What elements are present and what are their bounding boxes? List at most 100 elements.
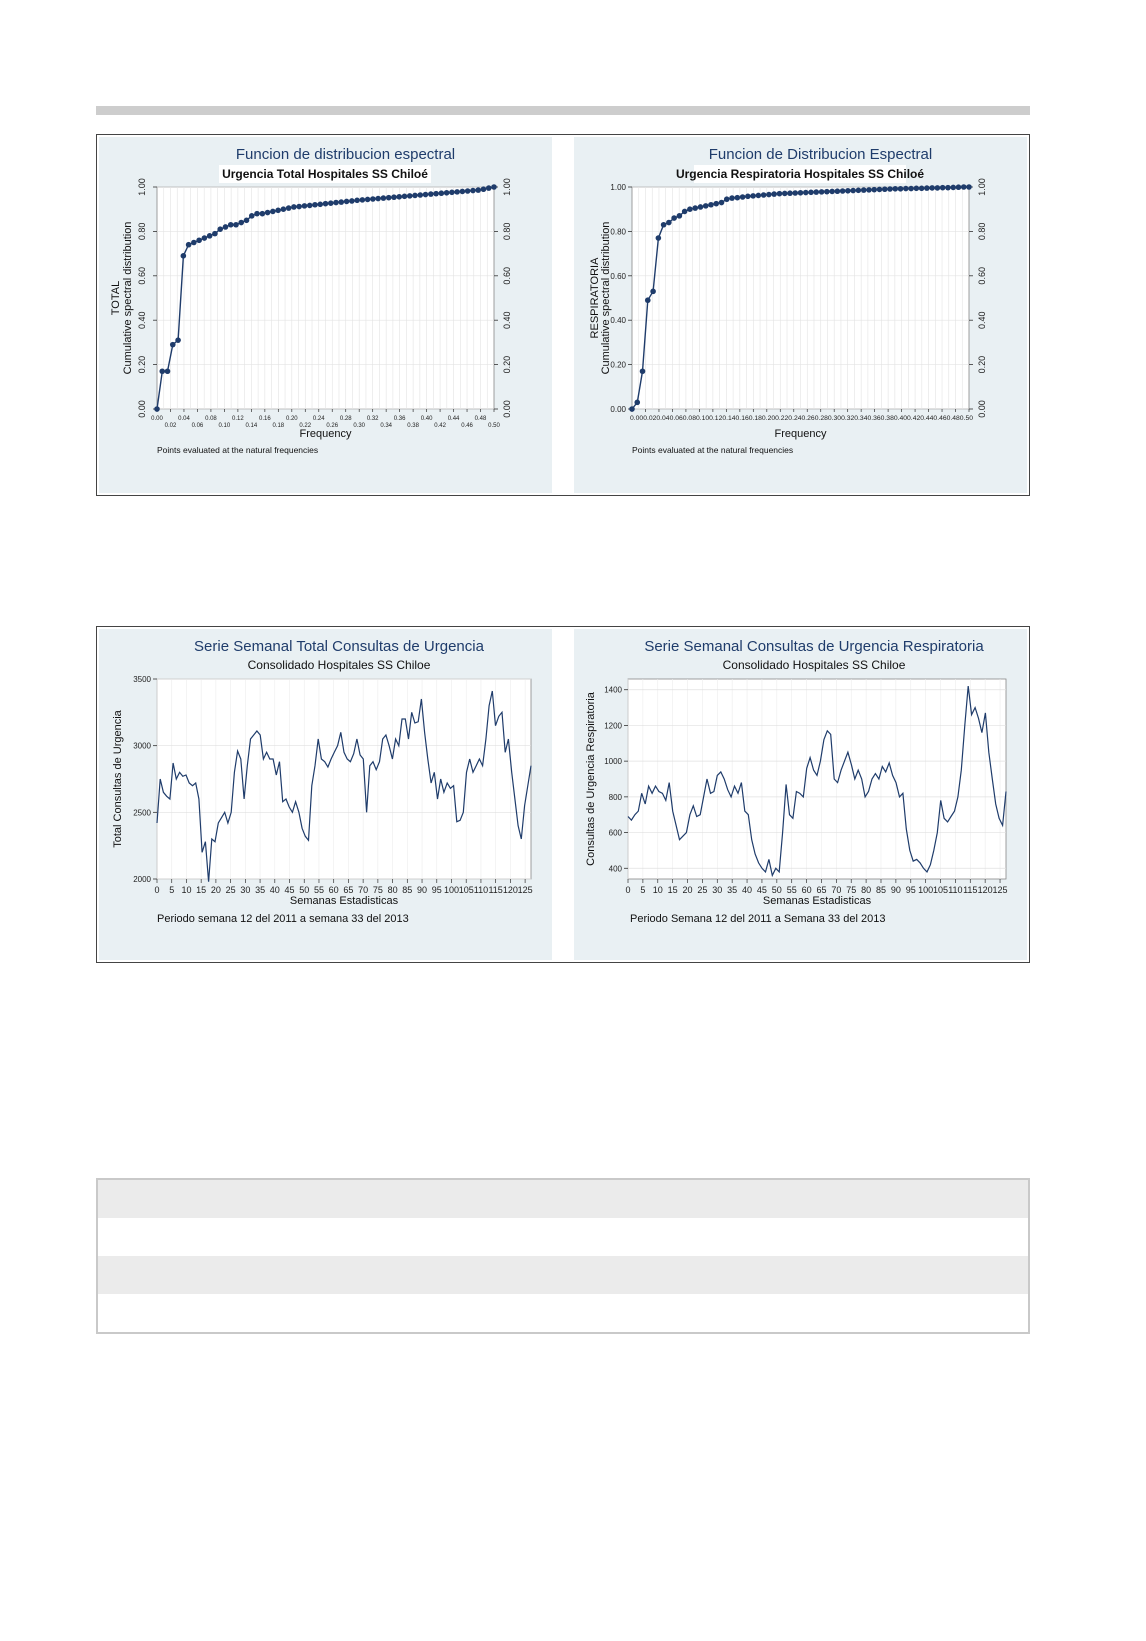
y-tick-label: 0.40 <box>610 316 626 325</box>
y-axis-label: Cumulative spectral distribution <box>122 222 134 375</box>
data-point <box>227 221 234 228</box>
y-axis-label: TOTAL <box>110 281 122 315</box>
chart-title: Serie Semanal Total Consultas de Urgenci… <box>194 638 485 655</box>
data-point <box>660 221 667 228</box>
y-tick-label: 3500 <box>133 675 151 684</box>
x-tick-label: 50 <box>772 885 782 895</box>
data-point <box>449 189 455 196</box>
data-point <box>908 185 914 192</box>
data-point <box>491 184 497 190</box>
x-tick-label: 0.28 <box>340 416 352 422</box>
data-point <box>866 187 872 193</box>
spectral-resp-panel: Funcion de Distribucion Espectral Urgenci… <box>574 137 1027 493</box>
data-point <box>212 230 218 237</box>
x-tick-label: 0.46 <box>461 423 473 429</box>
x-tick-label: 45 <box>757 885 767 895</box>
data-point <box>264 209 271 216</box>
data-point <box>739 194 746 200</box>
x-tick-label: 0.50 <box>488 423 500 429</box>
x-tick-label: 120 <box>978 885 993 895</box>
data-point <box>939 184 946 191</box>
x-axis-label: Semanas Estadisticas <box>763 895 872 907</box>
data-point <box>438 190 445 197</box>
data-point <box>839 188 846 194</box>
data-point <box>776 190 783 197</box>
y-axis-label: RESPIRATORIA <box>589 257 601 339</box>
y-tick-label: 3000 <box>133 742 151 751</box>
data-point <box>349 198 355 204</box>
x-tick-label: 0.44 <box>448 416 460 422</box>
y-tick-label: 0.80 <box>610 227 626 236</box>
x-tick-label: 0.00 <box>151 416 163 422</box>
data-point <box>955 184 962 191</box>
data-point <box>254 210 260 217</box>
data-point <box>159 368 166 375</box>
data-point <box>687 206 693 212</box>
x-tick-label: 35 <box>255 885 265 895</box>
data-point <box>629 406 635 412</box>
x-tick-label: 0.02 <box>165 423 177 429</box>
x-tick-label: 120 <box>503 885 518 895</box>
spectral-resp-chart: Funcion de Distribucion Espectral Urgenci… <box>589 146 987 455</box>
weekly-total-chart: Serie Semanal Total Consultas de Urgenci… <box>112 638 533 925</box>
y-tick-label: 0.00 <box>137 400 147 418</box>
data-point <box>887 186 893 192</box>
data-point <box>401 193 408 200</box>
data-point <box>650 288 656 295</box>
x-tick-label: 15 <box>668 885 678 895</box>
x-tick-label: 45 <box>285 885 295 895</box>
x-tick-label: 0.10 <box>219 423 231 429</box>
x-tick-label: 95 <box>906 885 916 895</box>
x-tick-label: 110 <box>948 885 962 895</box>
data-point <box>792 190 799 196</box>
y-tick-label: 2500 <box>133 808 151 817</box>
data-point <box>270 208 276 215</box>
data-point <box>787 190 793 197</box>
x-tick-label: 0.38 <box>407 423 419 429</box>
data-point <box>359 197 366 203</box>
data-point <box>813 189 820 195</box>
data-point <box>201 235 208 241</box>
data-point <box>464 188 471 194</box>
weekly-resp-chart: Serie Semanal Consultas de Urgencia Resp… <box>585 638 1008 925</box>
x-tick-label: 0.42 <box>434 423 446 429</box>
x-tick-label: 60 <box>802 885 812 895</box>
x-tick-label: 40 <box>270 885 280 895</box>
table-row <box>98 1294 1028 1332</box>
data-point <box>322 200 329 207</box>
data-point <box>797 189 804 196</box>
y-tick-label: 400 <box>609 864 623 873</box>
y-tick-label: 1.00 <box>137 178 147 196</box>
x-tick-label: 0.24 <box>313 416 325 422</box>
data-point <box>296 203 302 210</box>
data-point <box>485 185 492 191</box>
y-tick-label: 0.00 <box>610 405 626 414</box>
plot-area <box>156 678 532 880</box>
y-tick-label: 1400 <box>604 686 622 695</box>
data-point <box>960 184 967 190</box>
y-tick-label: 800 <box>609 793 623 802</box>
right-tick-label: 0.20 <box>977 356 987 374</box>
y-axis-label: Total Consultas de Urgencia <box>112 709 124 847</box>
data-point <box>881 186 888 193</box>
data-point <box>222 224 229 230</box>
data-point <box>876 186 883 193</box>
data-point <box>327 200 334 207</box>
x-axis-label: Frequency <box>300 428 352 440</box>
right-tick-label: 0.60 <box>502 267 512 285</box>
x-tick-label: 110 <box>474 885 488 895</box>
x-tick-label: 0 <box>154 885 159 895</box>
data-point <box>855 187 862 194</box>
y-tick-label: 1.00 <box>610 183 626 192</box>
right-tick-label: 0.20 <box>502 356 512 374</box>
data-point <box>238 219 245 226</box>
chart-title: Serie Semanal Consultas de Urgencia Resp… <box>644 638 984 655</box>
right-tick-label: 0.60 <box>977 267 987 285</box>
x-tick-label: 0.30 <box>353 423 365 429</box>
data-point <box>396 193 403 200</box>
x-tick-label: 85 <box>402 885 412 895</box>
subtitle-box <box>219 165 431 183</box>
x-tick-label: 125 <box>518 885 533 895</box>
data-point <box>644 297 651 304</box>
spectral-figure-frame: Funcion de distribucion espectral Urgenci… <box>96 134 1030 496</box>
